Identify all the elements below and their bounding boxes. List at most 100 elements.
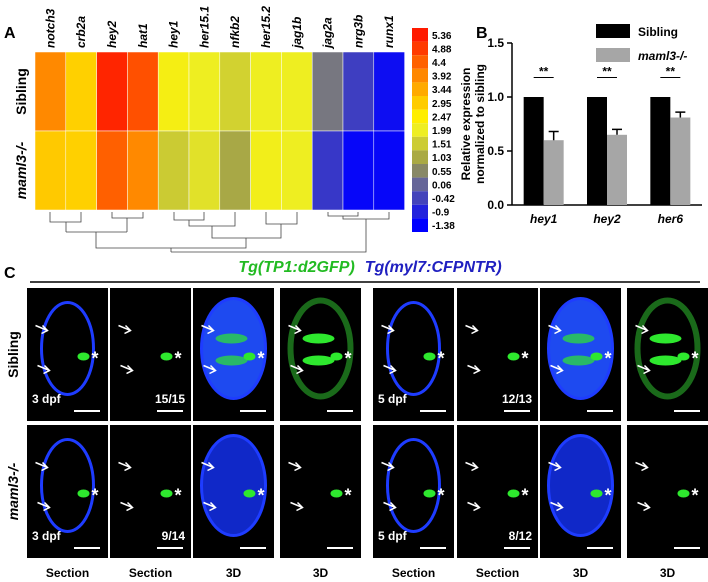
bar — [587, 97, 607, 205]
colorbar-label: 3.44 — [432, 85, 452, 96]
column-label: Section — [46, 566, 89, 580]
colorbar-swatch — [412, 136, 428, 151]
colorbar-swatch — [412, 41, 428, 56]
heatmap-cell — [157, 130, 190, 211]
column-label: Section — [392, 566, 435, 580]
gfp-signal — [649, 333, 682, 344]
heatmap-cell — [65, 51, 97, 132]
x-tick-label: hey1 — [530, 212, 558, 226]
arrow — [118, 324, 132, 335]
y-tick-label: 0.5 — [487, 144, 504, 158]
heatmap-cell — [127, 130, 159, 211]
arrow — [467, 364, 481, 375]
stage-label: 5 dpf — [378, 392, 408, 406]
legend-swatch — [596, 24, 630, 38]
significance: ** — [539, 64, 549, 78]
gfp-signal — [562, 333, 595, 344]
heatmap-cell — [34, 51, 67, 132]
heart-glow — [634, 297, 701, 400]
gene-label: crb2a — [74, 16, 88, 48]
column-label: 3D — [313, 566, 329, 580]
image-background — [627, 425, 708, 558]
micrograph: * — [110, 288, 191, 421]
arrow — [203, 501, 217, 512]
column-label: Section — [129, 566, 172, 580]
arrow — [290, 501, 304, 512]
heart-volume — [200, 434, 267, 537]
dendrogram — [49, 212, 390, 253]
asterisk: * — [345, 349, 352, 369]
gene-label: notch3 — [43, 8, 57, 48]
heatmap-cell — [96, 51, 128, 132]
colorbar-swatch — [412, 218, 428, 232]
gfp-signal — [302, 355, 335, 366]
panel-label: B — [476, 25, 488, 42]
asterisk: * — [692, 349, 699, 369]
colorbar-swatch — [412, 55, 428, 69]
gfp-signal — [590, 489, 603, 498]
colorbar-label: 2.95 — [432, 99, 452, 110]
heatmap-cell — [250, 51, 282, 132]
micrograph: * — [193, 425, 274, 558]
colorbar-swatch — [412, 109, 428, 124]
significance: ** — [602, 64, 612, 78]
gene-label: nrg3b — [351, 15, 365, 48]
heatmap-cell — [373, 51, 405, 132]
heatmap-cell — [127, 51, 159, 132]
heart-volume — [200, 297, 267, 400]
colorbar-swatch — [412, 204, 428, 219]
asterisk: * — [258, 349, 265, 369]
heatmap-cell — [188, 51, 221, 132]
colorbar-swatch — [412, 177, 428, 192]
gfp-signal — [562, 355, 595, 366]
row-label: Sibling — [13, 68, 29, 115]
arrow — [201, 324, 215, 335]
arrow — [383, 501, 397, 512]
micrograph: * — [27, 288, 108, 421]
colorbar-swatch — [412, 82, 428, 96]
heart-glow — [287, 297, 354, 400]
image-title: Tg(TP1:d2GFP) Tg(myl7:CFPNTR) — [238, 259, 501, 276]
gfp-signal — [243, 352, 256, 361]
colorbar-swatch — [412, 123, 428, 137]
column-label: 3D — [226, 566, 242, 580]
gene-label: nfkb2 — [228, 16, 242, 48]
heart-outline — [386, 438, 441, 533]
count-label: 9/14 — [162, 529, 186, 543]
gfp-signal — [677, 352, 690, 361]
image-background — [280, 425, 361, 558]
colorbar-label: 5.36 — [432, 31, 452, 42]
gfp-signal — [160, 489, 173, 498]
legend-swatch — [596, 48, 630, 62]
stage-label: 5 dpf — [378, 529, 408, 543]
gfp-signal — [590, 352, 603, 361]
gfp-signal — [649, 355, 682, 366]
arrow — [201, 461, 215, 472]
arrow — [637, 501, 651, 512]
micrograph: * — [540, 288, 621, 421]
colorbar-swatch — [412, 191, 428, 205]
image-background — [110, 288, 191, 421]
gene-label: hey2 — [105, 20, 119, 48]
heatmap-cell — [188, 130, 221, 211]
gfp-signal — [423, 352, 436, 361]
colorbar-swatch — [412, 28, 428, 42]
y-axis-label: normalized to sibling — [473, 64, 487, 184]
asterisk: * — [522, 349, 529, 369]
gfp-signal — [160, 352, 173, 361]
micrograph: * — [280, 288, 361, 421]
y-tick-label: 0.0 — [487, 198, 504, 212]
micrograph: * — [457, 288, 538, 421]
error-bar — [548, 130, 559, 141]
error-bar — [612, 128, 622, 135]
asterisk: * — [92, 486, 99, 506]
legend-label: maml3-/- — [638, 49, 687, 63]
micrograph: * — [373, 288, 454, 421]
arrow — [37, 501, 51, 512]
asterisk: * — [345, 486, 352, 506]
micrograph: * — [457, 425, 538, 558]
arrow — [548, 461, 562, 472]
colorbar-label: 1.03 — [432, 153, 452, 164]
heatmap-cell — [281, 130, 313, 211]
